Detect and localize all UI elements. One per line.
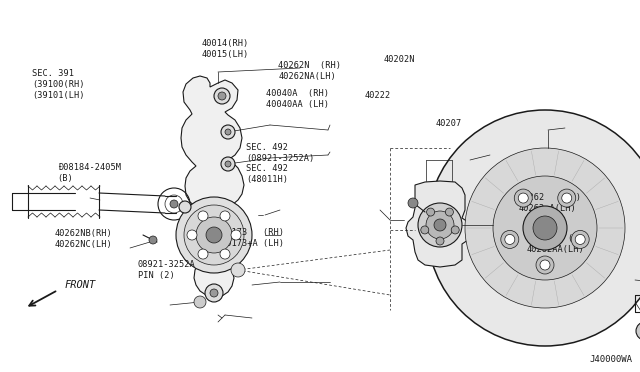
- Circle shape: [198, 249, 208, 259]
- Text: SEC. 492
(48011H): SEC. 492 (48011H): [246, 164, 289, 184]
- Circle shape: [176, 197, 252, 273]
- Circle shape: [575, 234, 585, 244]
- Circle shape: [571, 230, 589, 248]
- Text: SEC. 492
(08921-3252A): SEC. 492 (08921-3252A): [246, 143, 315, 163]
- Circle shape: [523, 206, 567, 250]
- Circle shape: [436, 237, 444, 245]
- Circle shape: [225, 129, 231, 135]
- Text: 40262NB(RH)
40262NC(LH): 40262NB(RH) 40262NC(LH): [54, 229, 112, 249]
- Text: 40040A  (RH)
40040AA (LH): 40040A (RH) 40040AA (LH): [266, 89, 328, 109]
- Polygon shape: [406, 181, 472, 267]
- Circle shape: [427, 208, 435, 216]
- Circle shape: [205, 284, 223, 302]
- Circle shape: [493, 176, 597, 280]
- Text: Ð08184-2405M
(B): Ð08184-2405M (B): [58, 163, 120, 183]
- Text: SEC. 391
(39100(RH)
(39101(LH): SEC. 391 (39100(RH) (39101(LH): [32, 69, 84, 100]
- Text: 40202N: 40202N: [384, 55, 415, 64]
- Text: 08921-3252A
PIN (2): 08921-3252A PIN (2): [138, 260, 195, 280]
- Circle shape: [218, 92, 226, 100]
- Circle shape: [505, 234, 515, 244]
- Text: 40262N  (RH)
40262NA(LH): 40262N (RH) 40262NA(LH): [278, 61, 341, 81]
- Circle shape: [210, 289, 218, 297]
- Circle shape: [206, 227, 222, 243]
- Circle shape: [562, 193, 572, 203]
- Circle shape: [557, 189, 576, 207]
- Circle shape: [220, 211, 230, 221]
- Circle shape: [220, 249, 230, 259]
- Circle shape: [445, 208, 453, 216]
- Circle shape: [536, 256, 554, 274]
- Circle shape: [231, 230, 241, 240]
- Circle shape: [451, 226, 460, 234]
- Text: 40173   (RH)
40173+A (LH): 40173 (RH) 40173+A (LH): [221, 228, 284, 248]
- Circle shape: [418, 203, 462, 247]
- Circle shape: [221, 157, 235, 171]
- Circle shape: [540, 260, 550, 270]
- Circle shape: [518, 193, 528, 203]
- Circle shape: [170, 200, 178, 208]
- Circle shape: [231, 263, 245, 277]
- Text: 40207: 40207: [435, 119, 461, 128]
- Circle shape: [533, 216, 557, 240]
- Text: J40000WA: J40000WA: [589, 355, 632, 364]
- Circle shape: [179, 201, 191, 213]
- Circle shape: [465, 148, 625, 308]
- Text: 40262   (RH)
40262+A(LH): 40262 (RH) 40262+A(LH): [518, 193, 581, 213]
- Circle shape: [515, 189, 532, 207]
- Circle shape: [426, 211, 454, 239]
- Text: 40262A  (RH)
40262AA(LH): 40262A (RH) 40262AA(LH): [526, 234, 589, 254]
- Circle shape: [196, 217, 232, 253]
- Circle shape: [184, 205, 244, 265]
- Circle shape: [198, 211, 208, 221]
- Circle shape: [194, 296, 206, 308]
- Circle shape: [187, 230, 197, 240]
- Circle shape: [420, 226, 429, 234]
- Circle shape: [214, 88, 230, 104]
- Polygon shape: [181, 76, 244, 298]
- Circle shape: [408, 198, 418, 208]
- Text: 40014(RH)
40015(LH): 40014(RH) 40015(LH): [202, 39, 249, 59]
- Circle shape: [501, 230, 519, 248]
- Circle shape: [427, 110, 640, 346]
- Text: 40222: 40222: [365, 91, 391, 100]
- Circle shape: [225, 161, 231, 167]
- Circle shape: [221, 125, 235, 139]
- Circle shape: [149, 236, 157, 244]
- Circle shape: [434, 219, 446, 231]
- Circle shape: [636, 322, 640, 340]
- Text: FRONT: FRONT: [65, 280, 96, 290]
